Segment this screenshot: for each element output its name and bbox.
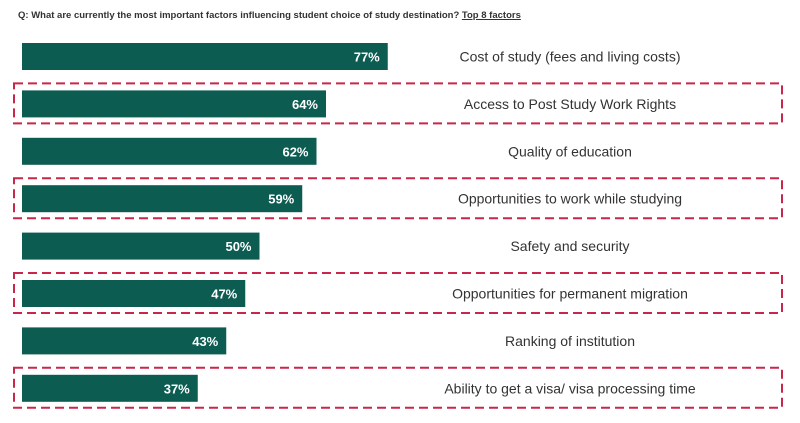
question-text: Q: What are currently the most important… [18,10,460,21]
bar-value-label: 47% [211,287,237,302]
category-label: Ranking of institution [505,333,635,349]
bar-value-label: 37% [164,381,190,396]
top-factors-link[interactable]: Top 8 factors [461,10,521,21]
category-label: Cost of study (fees and living costs) [460,49,681,65]
bar-value-label: 64% [292,97,318,112]
bar-value-label: 43% [192,334,218,349]
bar-value-label: 77% [354,50,380,65]
category-label: Ability to get a visa/ visa processing t… [444,380,696,396]
bar-value-label: 59% [268,192,294,207]
highlight-box [13,177,783,220]
bar-value-label: 50% [225,239,251,254]
highlight-box [13,82,783,125]
highlight-box [13,272,783,314]
category-label: Opportunities to work while studying [458,191,682,207]
category-label: Safety and security [510,238,629,254]
bar [22,90,326,118]
bar-value-label: 62% [282,144,308,159]
highlight-box [13,366,783,409]
bar [22,232,260,260]
bar [22,327,227,355]
category-label: Quality of education [508,143,632,159]
bar [22,137,317,165]
bar [22,280,246,307]
category-label: Access to Post Study Work Rights [464,96,676,112]
category-label: Opportunities for permanent migration [452,286,688,302]
question-header: Q: What are currently the most important… [18,10,521,21]
bar [22,43,388,70]
bar [22,374,198,402]
bar [22,185,303,213]
